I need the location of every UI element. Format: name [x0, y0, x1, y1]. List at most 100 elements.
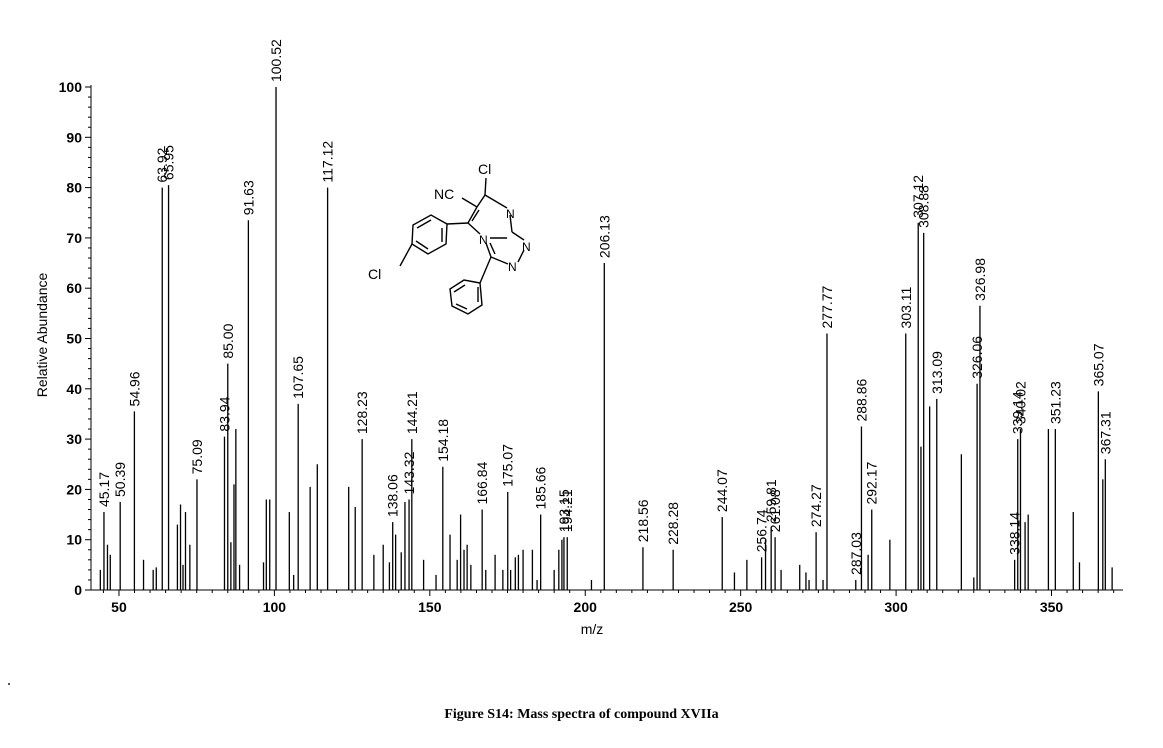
bond [511, 231, 525, 241]
peak-label: 128.23 [354, 391, 370, 434]
peak-label: 65.95 [161, 145, 177, 180]
x-tick-label: 100 [263, 599, 287, 615]
x-tick-label: 150 [418, 599, 442, 615]
atom-n-triazole-2: N [508, 260, 517, 274]
y-tick-label: 70 [66, 230, 82, 246]
peak-label: 367.31 [1097, 411, 1113, 454]
x-tick-label: 50 [111, 599, 127, 615]
x-tick-label: 200 [574, 599, 598, 615]
x-tick-label: 250 [729, 599, 753, 615]
y-tick-label: 40 [66, 381, 82, 397]
peak-label: 166.84 [474, 461, 490, 504]
y-tick-label: 60 [66, 280, 82, 296]
y-tick-label: 50 [66, 331, 82, 347]
atom-n-bridge: N [479, 233, 488, 247]
bond [446, 222, 469, 225]
y-tick-label: 10 [66, 532, 82, 548]
peak-label: 228.28 [665, 502, 681, 545]
peak-label: 63.92 [154, 147, 170, 182]
y-tick-label: 100 [59, 79, 83, 95]
peak-label: 75.09 [189, 439, 205, 474]
peak-label: 218.56 [635, 499, 651, 542]
peak-label: 308.88 [916, 185, 932, 228]
atom-n-ring: N [506, 207, 515, 221]
peak-label: 91.63 [240, 180, 256, 215]
peak-label: 340.02 [1012, 381, 1028, 424]
peak-label: 277.77 [819, 285, 835, 328]
axes-layer: 0 10 20 30 40 50 60 70 80 90 100 50 100 150 200 250 300 3… [59, 79, 1123, 615]
peak-label: 107.65 [290, 356, 306, 399]
peak-label: 365.07 [1090, 343, 1106, 386]
peak-label: 274.27 [808, 484, 824, 527]
atom-nc: NC [434, 186, 454, 202]
bond [509, 214, 513, 233]
bond [484, 177, 487, 196]
y-tick-label: 80 [66, 180, 82, 196]
peak-label: 143.32 [401, 451, 417, 494]
bond [416, 219, 432, 229]
bond [517, 249, 525, 263]
peak-label: 45.17 [96, 472, 112, 507]
peak-label: 144.21 [404, 391, 420, 434]
x-axis-title: m/z [581, 621, 604, 637]
bond [467, 206, 478, 224]
bond [471, 209, 480, 222]
peak-label: 85.00 [220, 323, 236, 358]
y-tick-label: 0 [74, 582, 82, 598]
bond [489, 242, 496, 255]
bond [449, 279, 483, 315]
peak-label: 259.81 [763, 479, 779, 522]
peak-label: 256.74 [754, 509, 770, 552]
atom-cl-top: Cl [478, 161, 491, 177]
peak-label: 117.12 [320, 141, 336, 183]
peak-label: 351.23 [1047, 381, 1063, 424]
peak-label: 313.09 [929, 351, 945, 394]
bond [467, 222, 481, 235]
peak-label: 307.12 [910, 175, 926, 218]
peak-label: 338.14 [1007, 512, 1023, 555]
y-axis-title: Relative Abundance [34, 273, 50, 398]
peak-label: 83.94 [216, 396, 232, 431]
peak-label: 339.14 [1010, 391, 1026, 434]
bond [461, 197, 478, 208]
atom-cl-left: Cl [368, 266, 381, 282]
peak-label: 193.15 [556, 489, 572, 532]
bond [453, 284, 466, 293]
peak-label: 175.07 [500, 444, 516, 487]
figure-caption: Figure S14: Mass spectra of compound XVI… [444, 707, 719, 722]
atom-n-triazole-1: N [522, 240, 531, 254]
chemical-structure [399, 177, 525, 315]
peak-label: 326.98 [972, 258, 988, 301]
peaks-layer [99, 87, 1113, 590]
peak-label: 54.96 [126, 371, 142, 406]
bond [415, 240, 429, 250]
peak-label: 288.86 [853, 378, 869, 421]
y-tick-label: 90 [66, 129, 82, 145]
stray-mark [8, 683, 10, 685]
peak-label: 287.03 [848, 532, 864, 575]
bond [399, 243, 413, 267]
bond [479, 256, 492, 284]
peak-label: 244.07 [714, 469, 730, 512]
bond [484, 194, 508, 209]
bond [455, 303, 468, 310]
bond [490, 256, 509, 265]
bond [476, 194, 486, 208]
peak-label: 185.66 [533, 467, 549, 510]
x-tick-label: 300 [884, 599, 908, 615]
x-tick-label: 350 [1040, 599, 1064, 615]
peak-label: 100.52 [268, 39, 284, 82]
y-tick-label: 30 [66, 431, 82, 447]
peak-label: 261.08 [767, 489, 783, 532]
peak-label: 206.13 [596, 215, 612, 258]
peak-label: 326.06 [969, 336, 985, 379]
bond [485, 242, 492, 258]
peak-label: 303.11 [898, 286, 914, 328]
y-tick-label: 20 [66, 481, 82, 497]
peak-label: 50.39 [112, 462, 128, 497]
peak-label: 194.21 [559, 489, 575, 532]
peak-label: 292.17 [864, 461, 880, 504]
